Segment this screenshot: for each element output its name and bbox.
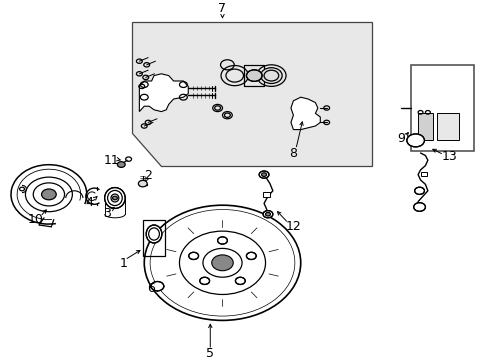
Text: 8: 8: [289, 147, 297, 159]
Text: 13: 13: [441, 150, 457, 163]
Circle shape: [235, 277, 244, 284]
Ellipse shape: [146, 225, 162, 243]
Text: 10: 10: [27, 213, 43, 226]
Text: 5: 5: [206, 347, 214, 360]
Bar: [262, 192, 270, 197]
Bar: [143, 220, 164, 256]
Bar: [436, 113, 458, 140]
Ellipse shape: [104, 188, 125, 208]
Text: 6: 6: [146, 282, 154, 294]
Text: 2: 2: [143, 169, 151, 182]
Circle shape: [260, 68, 282, 84]
Circle shape: [151, 282, 163, 291]
Bar: [420, 172, 427, 176]
Text: 4: 4: [85, 196, 93, 209]
Bar: [244, 65, 264, 86]
Text: 12: 12: [285, 220, 301, 233]
Circle shape: [138, 180, 147, 187]
Bar: [417, 113, 432, 140]
Circle shape: [261, 173, 266, 176]
Circle shape: [246, 252, 256, 260]
Circle shape: [406, 134, 424, 147]
Circle shape: [211, 255, 233, 271]
Circle shape: [41, 189, 56, 200]
Polygon shape: [139, 74, 188, 112]
Text: 1: 1: [120, 257, 127, 270]
Bar: [410, 65, 473, 151]
Circle shape: [246, 70, 262, 81]
Circle shape: [413, 203, 425, 211]
Text: 3: 3: [102, 207, 110, 220]
Circle shape: [217, 237, 227, 244]
Polygon shape: [290, 97, 320, 130]
Circle shape: [117, 162, 125, 167]
Circle shape: [259, 171, 268, 178]
Bar: [244, 65, 264, 86]
Text: 11: 11: [103, 154, 119, 167]
Text: 9: 9: [396, 132, 404, 145]
Circle shape: [263, 211, 272, 218]
Circle shape: [112, 196, 117, 200]
Text: 7: 7: [218, 3, 226, 15]
Polygon shape: [132, 22, 371, 166]
Circle shape: [265, 212, 270, 216]
Circle shape: [188, 252, 198, 260]
Circle shape: [414, 187, 424, 194]
Circle shape: [200, 277, 209, 284]
